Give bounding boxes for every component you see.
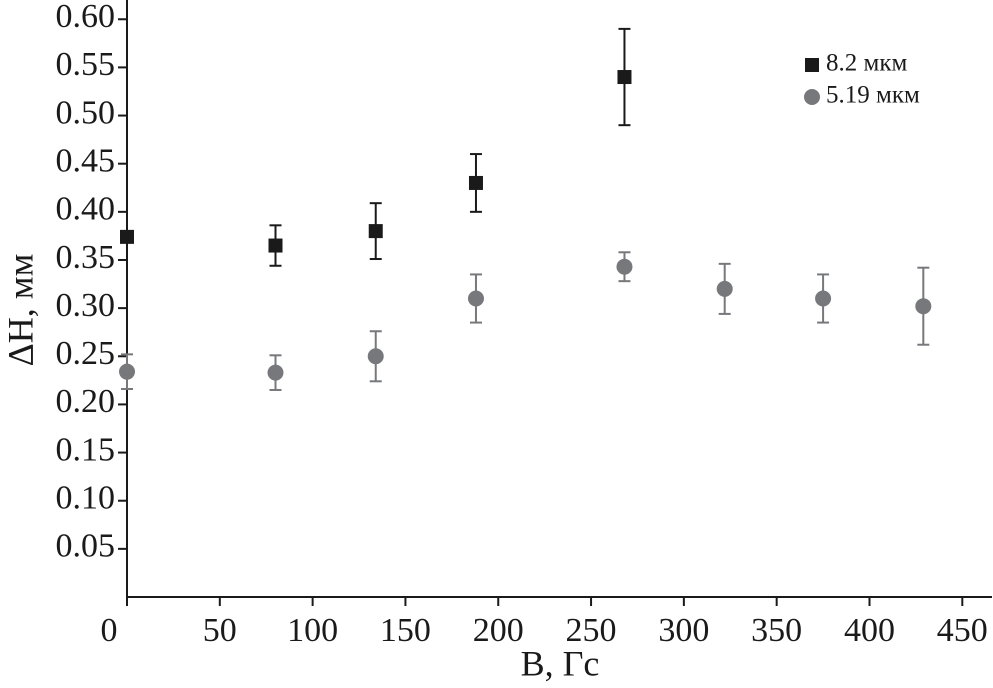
y-tick-label: 0.25 — [56, 335, 116, 372]
y-tick-label: 0.20 — [56, 383, 116, 420]
x-tick-label: 0 — [101, 612, 118, 649]
x-tick-label: 350 — [751, 612, 802, 649]
point — [915, 298, 932, 315]
x-tick-label: 400 — [844, 612, 895, 649]
y-tick-label: 0.30 — [56, 287, 116, 324]
point — [367, 348, 384, 365]
x-tick-label: 50 — [203, 612, 237, 649]
point — [815, 290, 832, 307]
x-tick-label: 100 — [287, 612, 338, 649]
point — [468, 175, 483, 190]
x-axis-title: B, Гс — [521, 643, 600, 683]
x-tick-label: 300 — [658, 612, 709, 649]
point — [617, 70, 632, 85]
y-tick-label: 0.55 — [56, 46, 116, 83]
y-tick-label: 0.15 — [56, 431, 116, 468]
legend-label: 8.2 мкм — [826, 50, 907, 77]
point — [268, 238, 283, 253]
y-tick-label: 0.60 — [56, 0, 116, 35]
point — [716, 280, 733, 297]
point — [616, 258, 633, 275]
legend-marker — [805, 58, 819, 72]
y-tick-label: 0.10 — [56, 480, 116, 517]
y-tick-label: 0.35 — [56, 239, 116, 276]
point — [368, 224, 383, 239]
x-tick-label: 150 — [380, 612, 431, 649]
y-tick-label: 0.45 — [56, 142, 116, 179]
y-tick-label: 0.40 — [56, 191, 116, 228]
x-tick-label: 200 — [473, 612, 524, 649]
point — [467, 290, 484, 307]
y-axis-title: ΔH, мм — [0, 254, 40, 367]
legend-marker — [804, 89, 820, 105]
x-tick-label: 250 — [566, 612, 617, 649]
point — [120, 229, 134, 244]
y-tick-label: 0.50 — [56, 94, 116, 131]
point — [267, 364, 284, 381]
x-tick-label: 450 — [937, 612, 988, 649]
legend-label: 5.19 мкм — [826, 82, 920, 109]
point — [119, 363, 135, 380]
y-tick-label: 0.05 — [56, 528, 116, 565]
